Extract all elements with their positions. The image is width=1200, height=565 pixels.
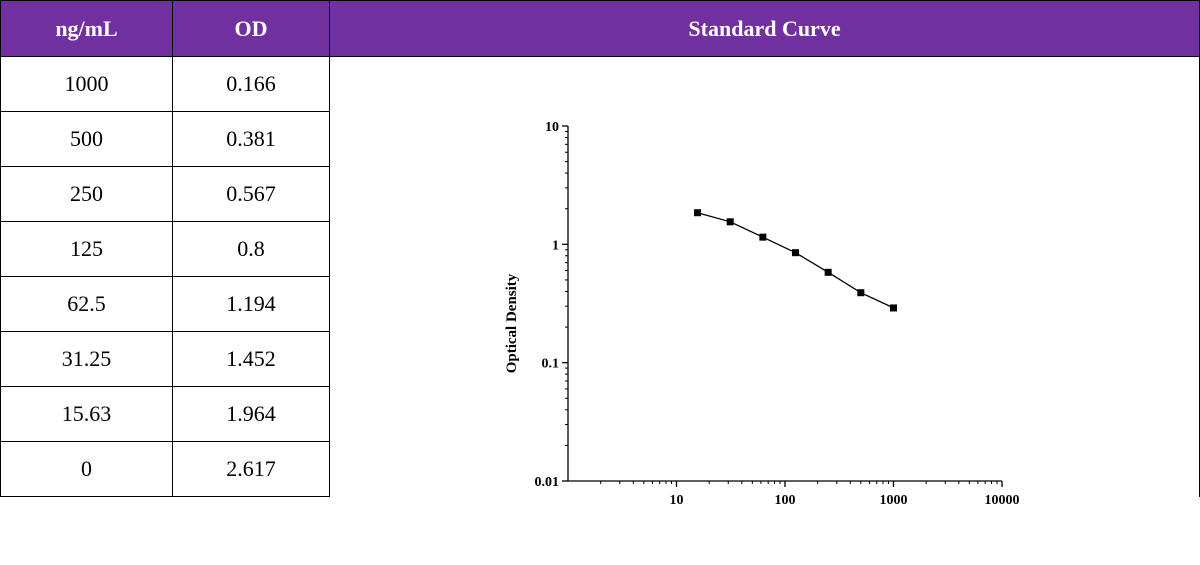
cell-concentration: 31.25 xyxy=(0,331,173,387)
data-point xyxy=(726,218,734,226)
standard-curve-table: ng/mL OD Standard Curve 1000 0.166 10 100… xyxy=(0,0,1200,508)
table-row: 500 0.381 xyxy=(0,111,1200,167)
y-tick-label: 10 xyxy=(545,120,559,135)
header-standard-curve: Standard Curve xyxy=(329,0,1200,57)
y-tick-label: 0.1 xyxy=(542,357,560,372)
cell-concentration: 62.5 xyxy=(0,276,173,332)
cell-od: 1.194 xyxy=(172,276,330,332)
cell-concentration: 1000 xyxy=(0,56,173,112)
cell-concentration: 0 xyxy=(0,441,173,497)
data-point xyxy=(857,289,865,297)
cell-concentration: 250 xyxy=(0,166,173,222)
cell-concentration: 15.63 xyxy=(0,386,173,442)
x-tick-label: 100 xyxy=(775,493,796,508)
cell-od: 2.617 xyxy=(172,441,330,497)
header-od: OD xyxy=(172,0,330,57)
data-point xyxy=(694,209,702,217)
cell-concentration: 500 xyxy=(0,111,173,167)
data-point xyxy=(824,268,832,276)
table-row: 125 0.8 xyxy=(0,221,1200,277)
y-axis-title: Optical Density xyxy=(504,273,520,373)
table-row: 0 2.617 xyxy=(0,441,1200,497)
data-point xyxy=(792,249,800,257)
data-point xyxy=(890,304,897,312)
x-tick-label: 10 xyxy=(670,493,684,508)
cell-od: 0.381 xyxy=(172,111,330,167)
header-row: ng/mL OD Standard Curve xyxy=(0,0,1200,57)
cell-od: 1.964 xyxy=(172,386,330,442)
x-tick-label: 10000 xyxy=(985,493,1020,508)
cell-concentration: 125 xyxy=(0,221,173,277)
table-row: 250 0.567 xyxy=(0,166,1200,222)
cell-od: 1.452 xyxy=(172,331,330,387)
cell-od: 0.567 xyxy=(172,166,330,222)
data-point xyxy=(759,233,767,241)
x-tick-label: 1000 xyxy=(880,493,908,508)
cell-od: 0.8 xyxy=(172,221,330,277)
y-tick-label: 0.01 xyxy=(535,475,560,490)
cell-od: 0.166 xyxy=(172,56,330,112)
y-tick-label: 1 xyxy=(552,238,559,253)
header-concentration: ng/mL xyxy=(0,0,173,57)
